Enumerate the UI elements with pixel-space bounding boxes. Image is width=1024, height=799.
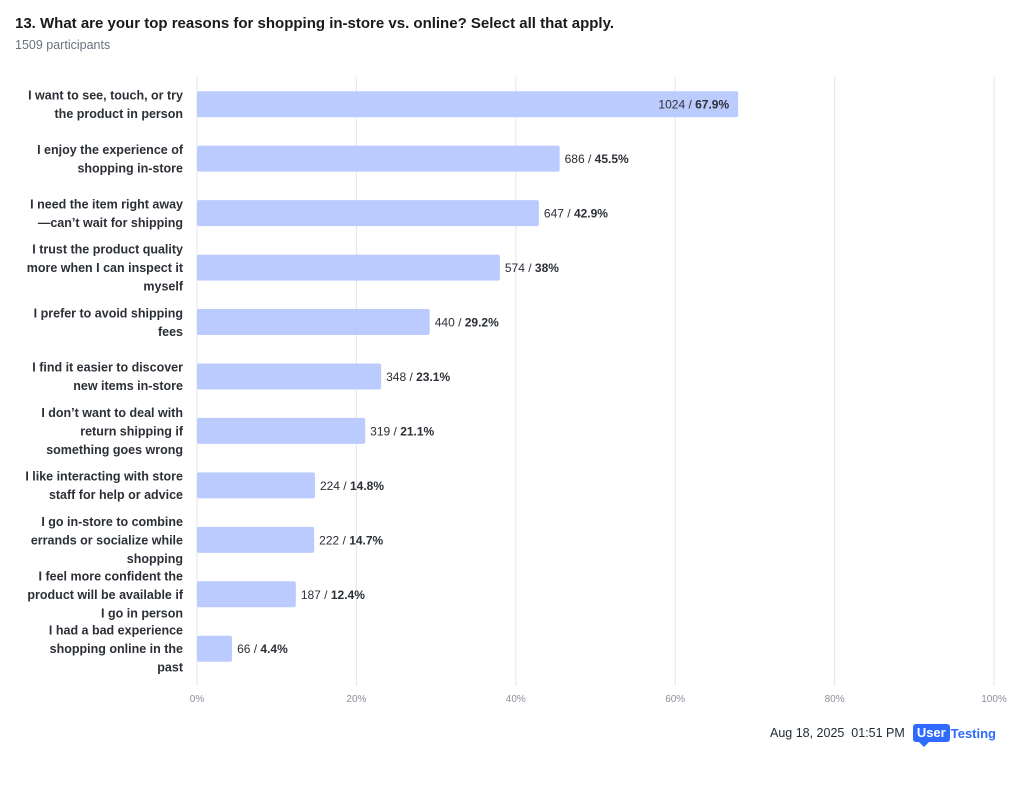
category-label: I feel more confident the product will be… (27, 569, 183, 620)
x-tick-label: 80% (825, 694, 845, 705)
category-label: I prefer to avoid shipping fees (34, 306, 183, 339)
question-title: 13. What are your top reasons for shoppi… (15, 15, 614, 32)
data-label: 224 / 14.8% (320, 479, 384, 493)
category-label: I find it easier to discover new items in… (32, 361, 183, 394)
bar (197, 635, 233, 662)
category-label: I trust the product quality more when I c… (27, 243, 184, 294)
x-tick-label: 0% (190, 694, 205, 705)
export-timestamp: Aug 18, 2025 01:51 PM (769, 726, 905, 740)
bar (197, 145, 560, 172)
data-label: 574 / 38% (505, 261, 559, 275)
data-label: 187 / 12.4% (301, 588, 365, 602)
category-label: I had a bad experience shopping online in… (49, 624, 184, 675)
usertesting-logo: User Testing (912, 723, 996, 747)
bar (197, 417, 366, 444)
category-label: I want to see, touch, or try the product … (28, 88, 183, 121)
bar (197, 472, 315, 499)
logo-testing-text: Testing (950, 725, 996, 741)
data-label: 319 / 21.1% (370, 424, 434, 438)
logo-user-badge: User (912, 724, 950, 747)
x-tick-label: 100% (981, 694, 1007, 705)
chart-header: 13. What are your top reasons for shoppi… (15, 14, 1005, 53)
participant-count: 1509 participants (15, 38, 111, 52)
data-label: 440 / 29.2% (435, 316, 499, 330)
x-tick-label: 40% (506, 694, 526, 705)
bar (197, 91, 739, 118)
category-label: I need the item right away —can’t wait fo… (30, 197, 183, 230)
bar (197, 254, 500, 281)
bar (197, 526, 315, 553)
category-label: I go in-store to combine errands or socia… (31, 515, 183, 566)
bar (197, 200, 539, 227)
data-label: 222 / 14.7% (319, 533, 383, 547)
data-label: 647 / 42.9% (544, 207, 608, 221)
data-label: 348 / 23.1% (386, 370, 450, 384)
data-label: 66 / 4.4% (237, 642, 288, 656)
category-label: I like interacting with store staff for h… (25, 470, 183, 503)
x-tick-label: 20% (346, 694, 366, 705)
category-label: I enjoy the experience of shopping in-sto… (37, 143, 184, 176)
data-label: 686 / 45.5% (565, 152, 629, 166)
category-label: I don’t want to deal with return shipping… (41, 406, 183, 457)
bar (197, 309, 430, 336)
x-tick-label: 60% (665, 694, 685, 705)
bar (197, 363, 382, 390)
bar (197, 581, 296, 608)
footer: Aug 18, 2025 01:51 PM User Testing (769, 721, 996, 747)
data-label: 1024 / 67.9% (658, 98, 729, 112)
bar-chart: 0% 20% 40% 60% 80% 100% I want to see, touch, … (25, 77, 1007, 705)
